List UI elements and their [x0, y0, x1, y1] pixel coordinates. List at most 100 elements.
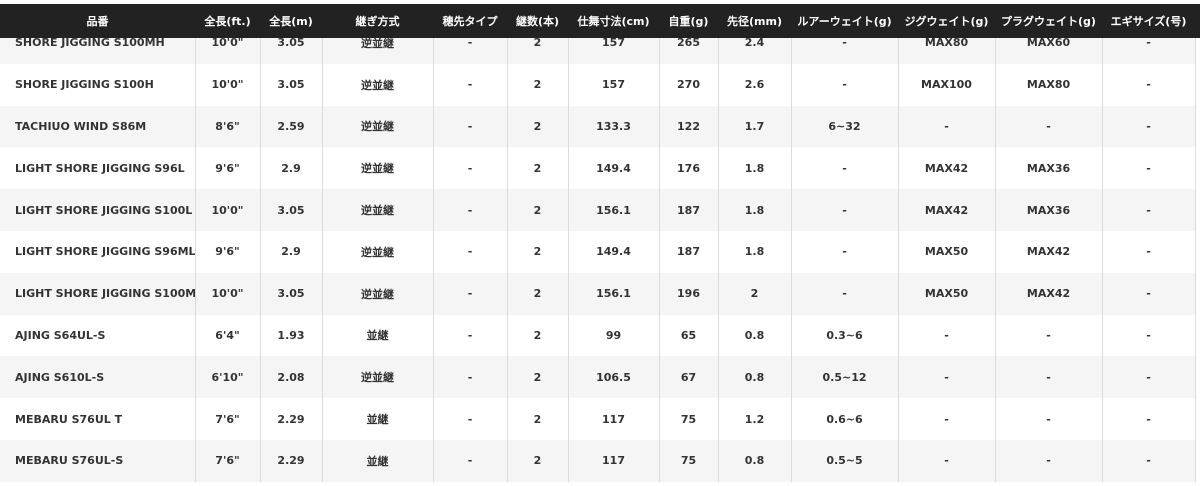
spec-table: SHORE JIGGING S100MH 10'0" 3.05 逆並継 -2 157 265…: [0, 22, 1196, 482]
table-row: LIGHT SHORE JIGGING S100L 10'0" 3.05 逆並継 -2 1…: [0, 189, 1196, 231]
spec-cell: 10'0": [194, 272, 261, 315]
spec-cell: 2: [506, 314, 569, 357]
spec-cell: 187: [658, 189, 719, 231]
spec-cell: -: [897, 398, 996, 440]
spec-cell: -: [994, 314, 1103, 357]
spec-cell: 2.9: [259, 147, 323, 190]
spec-cell: -: [1101, 272, 1196, 315]
spec-cell: 2: [506, 439, 569, 482]
column-header: ルアーウェイト(g): [797, 15, 892, 28]
product-name-cell: SHORE JIGGING S100H: [0, 63, 196, 106]
column-header: 先径(mm): [727, 15, 782, 28]
spec-cell: 6'10": [194, 356, 261, 399]
spec-cell: 2: [506, 189, 569, 231]
table-header: 品番 全長(ft.) 全長(m) 継ぎ方式 穂先タイプ 継数(本) 仕舞寸法(cm) 自重(g…: [0, 4, 1200, 38]
spec-cell: -: [1101, 147, 1196, 190]
table-row: SHORE JIGGING S100H 10'0" 3.05 逆並継 -2 157 270 2…: [0, 63, 1196, 106]
spec-cell: 1.93: [259, 314, 323, 357]
spec-cell: 106.5: [567, 356, 660, 399]
spec-cell: 10'0": [194, 189, 261, 231]
spec-cell: -: [790, 230, 899, 273]
column-header: ジグウェイト(g): [904, 15, 989, 28]
spec-cell: -: [1101, 314, 1196, 357]
spec-cell: 2.29: [259, 398, 323, 440]
spec-cell: 65: [658, 314, 719, 357]
column-header: 継数(本): [515, 15, 560, 28]
spec-cell: 0.5~5: [790, 439, 899, 482]
spec-cell: MAX42: [994, 230, 1103, 273]
spec-cell: -: [1101, 63, 1196, 106]
spec-cell: -: [1101, 230, 1196, 273]
column-header: 全長(ft.): [204, 15, 251, 28]
spec-cell: -: [1101, 398, 1196, 440]
spec-cell: 67: [658, 356, 719, 399]
column-header: 全長(m): [269, 15, 313, 28]
spec-cell: -: [897, 105, 996, 148]
spec-cell: 133.3: [567, 105, 660, 148]
spec-cell: 2: [506, 356, 569, 399]
spec-cell: 156.1: [567, 189, 660, 231]
spec-cell: 0.8: [717, 439, 792, 482]
spec-cell: -: [790, 63, 899, 106]
spec-cell: MAX42: [897, 147, 996, 190]
spec-cell: -: [432, 147, 508, 190]
spec-cell: 1.2: [717, 398, 792, 440]
spec-cell: -: [1101, 189, 1196, 231]
table-row: AJING S610L-S 6'10" 2.08 逆並継 -2 106.5 67 0.8 0.5…: [0, 356, 1196, 399]
spec-cell: 7'6": [194, 439, 261, 482]
spec-cell: 逆並継: [321, 105, 434, 148]
table-row: LIGHT SHORE JIGGING S96ML 9'6" 2.9 逆並継 -2 149…: [0, 230, 1196, 273]
product-name-cell: MEBARU S76UL-S: [0, 439, 196, 482]
spec-cell: 0.8: [717, 314, 792, 357]
spec-cell: -: [897, 356, 996, 399]
spec-cell: -: [432, 230, 508, 273]
product-name-cell: AJING S64UL-S: [0, 314, 196, 357]
spec-cell: 187: [658, 230, 719, 273]
spec-cell: 逆並継: [321, 63, 434, 106]
spec-cell: MAX42: [994, 272, 1103, 315]
spec-cell: MAX36: [994, 189, 1103, 231]
spec-cell: 75: [658, 398, 719, 440]
spec-cell: MAX100: [897, 63, 996, 106]
spec-cell: -: [790, 272, 899, 315]
spec-cell: 7'6": [194, 398, 261, 440]
table-row: LIGHT SHORE JIGGING S96L 9'6" 2.9 逆並継 -2 149.…: [0, 147, 1196, 190]
product-name-cell: LIGHT SHORE JIGGING S96L: [0, 147, 196, 190]
spec-cell: 1.8: [717, 230, 792, 273]
spec-cell: 6'4": [194, 314, 261, 357]
spec-cell: -: [994, 439, 1103, 482]
spec-cell: 149.4: [567, 230, 660, 273]
spec-cell: -: [432, 398, 508, 440]
product-name-cell: MEBARU S76UL T: [0, 398, 196, 440]
column-header: 継ぎ方式: [355, 15, 400, 28]
spec-cell: -: [432, 272, 508, 315]
spec-cell: 1.7: [717, 105, 792, 148]
spec-cell: -: [897, 439, 996, 482]
spec-cell: 176: [658, 147, 719, 190]
spec-cell: 3.05: [259, 63, 323, 106]
column-header: エギサイズ(号): [1110, 15, 1187, 28]
product-name-cell: AJING S610L-S: [0, 356, 196, 399]
spec-cell: 逆並継: [321, 230, 434, 273]
spec-cell: 0.3~6: [790, 314, 899, 357]
spec-cell: 2: [506, 105, 569, 148]
spec-cell: 149.4: [567, 147, 660, 190]
spec-cell: -: [897, 314, 996, 357]
spec-cell: -: [994, 356, 1103, 399]
column-header: 自重(g): [668, 15, 709, 28]
product-name-cell: LIGHT SHORE JIGGING S100ML: [0, 272, 196, 315]
spec-cell: MAX80: [994, 63, 1103, 106]
table-row: LIGHT SHORE JIGGING S100ML 10'0" 3.05 逆並継 -2…: [0, 272, 1196, 315]
spec-cell: -: [1101, 356, 1196, 399]
spec-cell: 1.8: [717, 189, 792, 231]
spec-cell: 6~32: [790, 105, 899, 148]
spec-cell: 196: [658, 272, 719, 315]
spec-cell: 2: [506, 398, 569, 440]
spec-cell: 2: [506, 63, 569, 106]
column-header: 穂先タイプ: [442, 15, 498, 28]
table-row: TACHIUO WIND S86M 8'6" 2.59 逆並継 -2 133.3 122 1.…: [0, 105, 1196, 148]
table-row: MEBARU S76UL-S 7'6" 2.29 並継 -2 117 75 0.8 0.5~5-…: [0, 439, 1196, 482]
spec-cell: -: [1101, 105, 1196, 148]
spec-cell: 逆並継: [321, 147, 434, 190]
spec-cell: 117: [567, 398, 660, 440]
